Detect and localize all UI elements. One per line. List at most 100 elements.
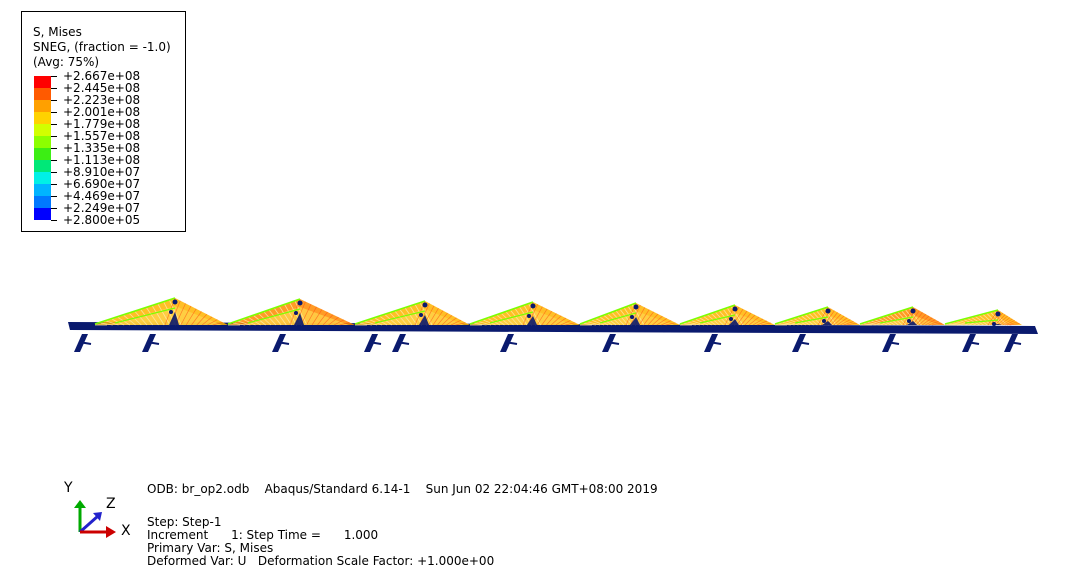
- mesh-line: [129, 313, 142, 326]
- mesh-line: [428, 308, 439, 326]
- mesh-line: [185, 308, 197, 326]
- truss-hanger: [630, 317, 640, 325]
- truss-node: [633, 304, 639, 310]
- truss-node: [419, 313, 423, 317]
- truss-chord-inner: [879, 316, 914, 324]
- mesh-line: [1009, 323, 1020, 326]
- mesh-line: [180, 305, 192, 326]
- mesh-line: [284, 304, 297, 326]
- legend-tick: [51, 124, 57, 125]
- mesh-line: [587, 321, 601, 326]
- contour-legend[interactable]: S, Mises SNEG, (fraction = -1.0) (Avg: 7…: [21, 11, 186, 232]
- truss-chord-inner: [964, 319, 999, 324]
- mesh-line: [948, 323, 961, 326]
- mesh-line: [652, 315, 663, 326]
- mesh-line: [846, 322, 857, 326]
- legend-swatch: [34, 160, 51, 172]
- truss-node: [992, 322, 996, 326]
- mesh-line: [106, 320, 119, 326]
- mesh-line: [611, 312, 625, 326]
- mesh-line: [1004, 320, 1015, 326]
- mesh-line: [971, 317, 984, 326]
- legend-value: +4.469e+07: [63, 189, 141, 203]
- support-brace: [146, 341, 160, 345]
- mesh-line: [661, 320, 672, 326]
- mesh-line: [952, 322, 965, 326]
- z-axis-arrowhead: [93, 512, 102, 521]
- truss-node: [907, 319, 911, 323]
- truss-chord: [944, 309, 999, 325]
- z-axis-arrow: [79, 514, 99, 534]
- mesh-line: [437, 312, 448, 326]
- legend-swatch: [34, 112, 51, 124]
- mesh-line: [583, 323, 597, 326]
- mesh-line: [718, 310, 732, 326]
- mesh-line: [830, 313, 842, 326]
- support-brace: [368, 341, 382, 345]
- mesh-line: [212, 321, 223, 326]
- mesh-line: [455, 322, 466, 326]
- support-brace: [396, 341, 410, 345]
- truss-chord: [469, 301, 534, 325]
- legend-swatch: [34, 208, 51, 220]
- mesh-line: [931, 322, 942, 326]
- truss-chord-inner: [374, 310, 426, 324]
- mesh-line: [339, 322, 350, 326]
- mesh-line: [833, 315, 845, 326]
- truss-node: [172, 299, 178, 305]
- step-info: Step: Step-1: [147, 515, 222, 529]
- mesh-line: [591, 319, 605, 326]
- mesh-line: [994, 314, 1006, 326]
- mesh-line: [541, 310, 553, 326]
- mesh-line: [384, 314, 398, 326]
- mesh-line: [665, 322, 676, 326]
- mesh-line: [505, 311, 519, 326]
- mesh-line: [311, 309, 323, 326]
- truss-chord-inner: [794, 316, 829, 324]
- legend-tick: [51, 220, 57, 221]
- mesh-line: [146, 307, 159, 326]
- mesh-line: [736, 310, 748, 326]
- mesh-line: [740, 312, 752, 326]
- mesh-line: [546, 313, 557, 326]
- mesh-line: [404, 307, 418, 326]
- truss-chord-inner: [599, 312, 637, 324]
- mesh-line: [123, 315, 136, 326]
- truss-hanger: [527, 316, 537, 325]
- mesh-line: [389, 312, 403, 326]
- legend-tick: [51, 160, 57, 161]
- mesh-line: [752, 318, 764, 326]
- legend-swatch: [34, 100, 51, 112]
- legend-tick: [51, 208, 57, 209]
- mesh-line: [782, 322, 795, 326]
- legend-tick: [51, 76, 57, 77]
- truss-chord: [774, 306, 829, 325]
- truss-chord-inner: [699, 314, 736, 324]
- legend-tick: [51, 196, 57, 197]
- primary-var-info: Primary Var: S, Mises: [147, 541, 274, 555]
- truss-node: [297, 300, 303, 306]
- legend-title-variable: S, Mises: [33, 25, 82, 39]
- mesh-line: [394, 311, 408, 326]
- truss-node: [822, 319, 826, 323]
- truss-chord-inner: [114, 307, 176, 324]
- truss-chord: [859, 306, 914, 325]
- mesh-line: [364, 321, 378, 326]
- mesh-line: [643, 311, 654, 326]
- support-brace: [606, 341, 620, 345]
- truss-node: [527, 314, 531, 318]
- truss-node: [422, 302, 428, 308]
- legend-tick: [51, 136, 57, 137]
- truss-hanger: [907, 321, 917, 325]
- truss-hanger: [729, 319, 739, 325]
- mesh-line: [726, 307, 740, 326]
- truss-hanger: [169, 312, 179, 325]
- mesh-line: [536, 308, 548, 326]
- mesh-line: [450, 319, 462, 326]
- mesh-line: [238, 320, 251, 326]
- legend-value: +2.800e+05: [63, 213, 141, 227]
- mesh-line: [956, 321, 969, 326]
- legend-tick: [51, 148, 57, 149]
